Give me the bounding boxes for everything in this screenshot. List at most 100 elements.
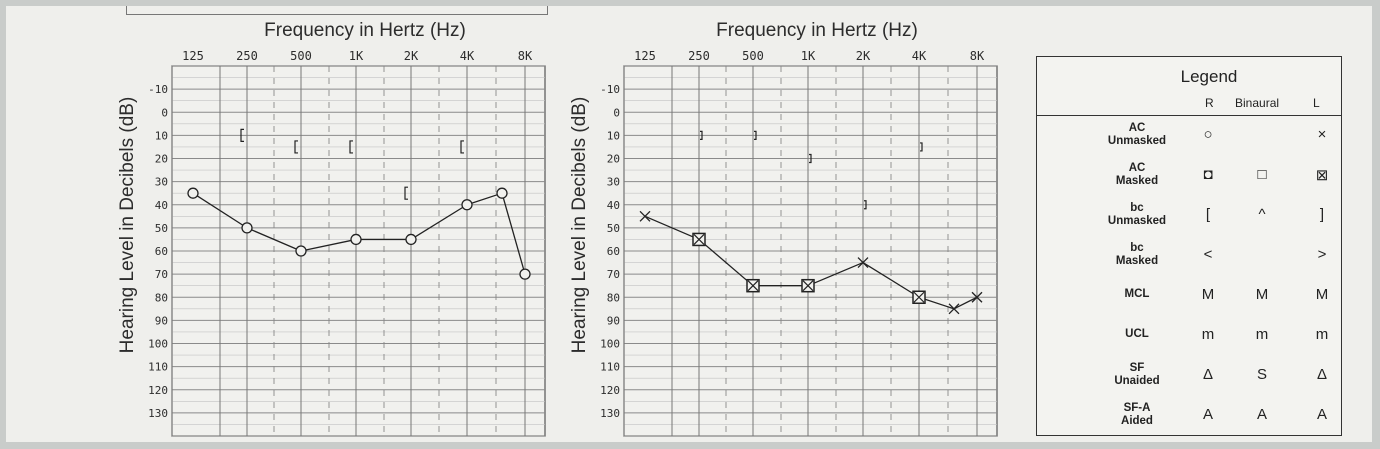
- legend-label-line2: Unaided: [1114, 375, 1160, 387]
- y-tick-label: 50: [607, 222, 620, 235]
- legend-col-l: L: [1313, 96, 1320, 110]
- legend-row-label: AC Unmasked: [1077, 122, 1197, 148]
- data-point-cross: [857, 257, 869, 269]
- audiogram-left: Frequency in Hertz (Hz) Hearing Level in …: [117, 20, 546, 437]
- legend-label-line2: Unmasked: [1107, 135, 1167, 147]
- legend-rows: AC Unmasked ○ × AC Masked ◘ □ ⊠ bc Unmasked[^] bc Ma…: [1037, 116, 1341, 436]
- data-point-circle: [496, 187, 508, 199]
- legend-symbol-r: Δ: [1202, 366, 1214, 383]
- x-tick-label: 4K: [460, 49, 475, 63]
- data-point-cross: [971, 291, 983, 303]
- data-point-circle: [519, 268, 531, 280]
- chart-title: Frequency in Hertz (Hz): [716, 20, 918, 41]
- legend-col-binaural: Binaural: [1235, 96, 1280, 110]
- series-line-segment: [698, 238, 754, 287]
- legend-row-label: bc Unmasked: [1077, 202, 1197, 228]
- top-border-fragment: [126, 6, 548, 15]
- y-tick-label: 110: [600, 361, 620, 374]
- series-line-segment: [246, 227, 302, 252]
- y-tick-label: 20: [155, 153, 168, 166]
- legend-symbol-b: ^: [1258, 206, 1266, 223]
- legend-symbol-l: ×: [1317, 126, 1327, 143]
- data-point-circle: [405, 233, 417, 246]
- y-tick-label: 100: [148, 338, 168, 351]
- legend-symbol-b: m: [1255, 326, 1269, 343]
- y-tick-label: 90: [155, 314, 168, 327]
- data-point-boxed-cross-x: [802, 280, 814, 292]
- y-tick-label: 120: [600, 384, 620, 397]
- series-line-segment: [807, 261, 864, 287]
- legend-symbol-r: [: [1205, 206, 1211, 223]
- x-tick-label: 125: [634, 49, 656, 63]
- y-tick-label: 40: [607, 199, 620, 212]
- y-tick-label: 30: [607, 176, 620, 189]
- y-tick-label: 40: [155, 199, 168, 212]
- x-tick-label: 250: [236, 49, 258, 63]
- data-point-bracket-left: [460, 140, 464, 154]
- series-line-segment: [501, 193, 526, 275]
- y-tick-label: 0: [613, 106, 620, 119]
- legend-symbol-l: M: [1315, 286, 1329, 303]
- y-tick-label: -10: [600, 83, 620, 96]
- y-tick-label: 120: [148, 384, 168, 397]
- y-tick-label: 80: [155, 291, 168, 304]
- data-point-bracket-left: [294, 140, 298, 154]
- y-tick-label: 0: [161, 106, 168, 119]
- legend-label-line1: UCL: [1125, 328, 1149, 340]
- legend-row-label: MCL: [1077, 288, 1197, 301]
- data-point-circle: [350, 233, 362, 246]
- legend-box: Legend R Binaural L AC Unmasked ○ × AC Masked…: [1036, 56, 1342, 436]
- x-tick-label: 4K: [912, 49, 927, 63]
- legend-row: AC Masked ◘ □ ⊠: [1037, 156, 1341, 196]
- legend-header: Legend R Binaural L: [1037, 57, 1341, 116]
- legend-label-line2: Masked: [1115, 175, 1159, 187]
- legend-symbol-r: m: [1201, 326, 1215, 343]
- x-tick-label: 8K: [518, 49, 533, 63]
- legend-label-line1: AC: [1128, 122, 1146, 134]
- series-line-segment: [862, 262, 920, 298]
- y-axis-label: Hearing Level in Decibels (dB): [569, 97, 590, 354]
- legend-symbol-b: S: [1256, 366, 1267, 383]
- x-tick-label: 8K: [970, 49, 985, 63]
- chart-title: Frequency in Hertz (Hz): [264, 20, 466, 41]
- x-tick-label: 2K: [856, 49, 871, 63]
- series-line-segment: [410, 204, 468, 240]
- legend-row: SF-A Aided A A A: [1037, 396, 1341, 436]
- legend-label-line2: Masked: [1115, 255, 1159, 267]
- legend-symbol-b: □: [1257, 166, 1267, 183]
- legend-symbol-l: ⊠: [1315, 167, 1329, 184]
- y-tick-label: 20: [607, 153, 620, 166]
- audiogram-right: Frequency in Hertz (Hz) Hearing Level in …: [569, 20, 998, 437]
- data-point-boxed-cross-x: [913, 291, 925, 303]
- legend-row-label: UCL: [1077, 328, 1197, 341]
- data-point-boxed-cross-x: [747, 280, 759, 292]
- legend-symbol-b: A: [1256, 406, 1267, 423]
- legend-label-line1: bc: [1130, 242, 1144, 254]
- y-tick-label: 10: [155, 129, 168, 142]
- x-tick-label: 500: [290, 49, 312, 63]
- legend-symbol-r: M: [1201, 286, 1215, 303]
- y-tick-label: 130: [148, 407, 168, 420]
- series-line-segment: [953, 296, 978, 310]
- legend-col-r: R: [1205, 96, 1214, 110]
- series-line-segment: [466, 192, 503, 206]
- legend-row: bc Masked < >: [1037, 236, 1341, 276]
- data-point-circle: [461, 199, 473, 211]
- legend-row: SF Unaided Δ S Δ: [1037, 356, 1341, 396]
- legend-label-line2: Aided: [1121, 415, 1153, 427]
- legend-row: MCL M M M: [1037, 276, 1341, 316]
- data-point-bracket-left: [240, 128, 244, 142]
- data-point-bracket-right: [920, 142, 923, 152]
- data-point-bracket-right: [864, 200, 867, 210]
- legend-symbol-r: ○: [1203, 126, 1213, 143]
- legend-symbol-l: A: [1316, 406, 1327, 423]
- y-tick-label: 90: [607, 314, 620, 327]
- data-point-bracket-left: [404, 186, 408, 200]
- legend-label-line2: Unmasked: [1107, 215, 1167, 227]
- legend-label-line1: bc: [1130, 202, 1144, 214]
- legend-row: UCL m m m: [1037, 316, 1341, 356]
- data-point-boxed-cross-x: [693, 234, 705, 245]
- y-tick-label: -10: [148, 83, 168, 96]
- legend-symbol-l: Δ: [1316, 366, 1328, 383]
- data-point-bracket-right: [754, 130, 757, 140]
